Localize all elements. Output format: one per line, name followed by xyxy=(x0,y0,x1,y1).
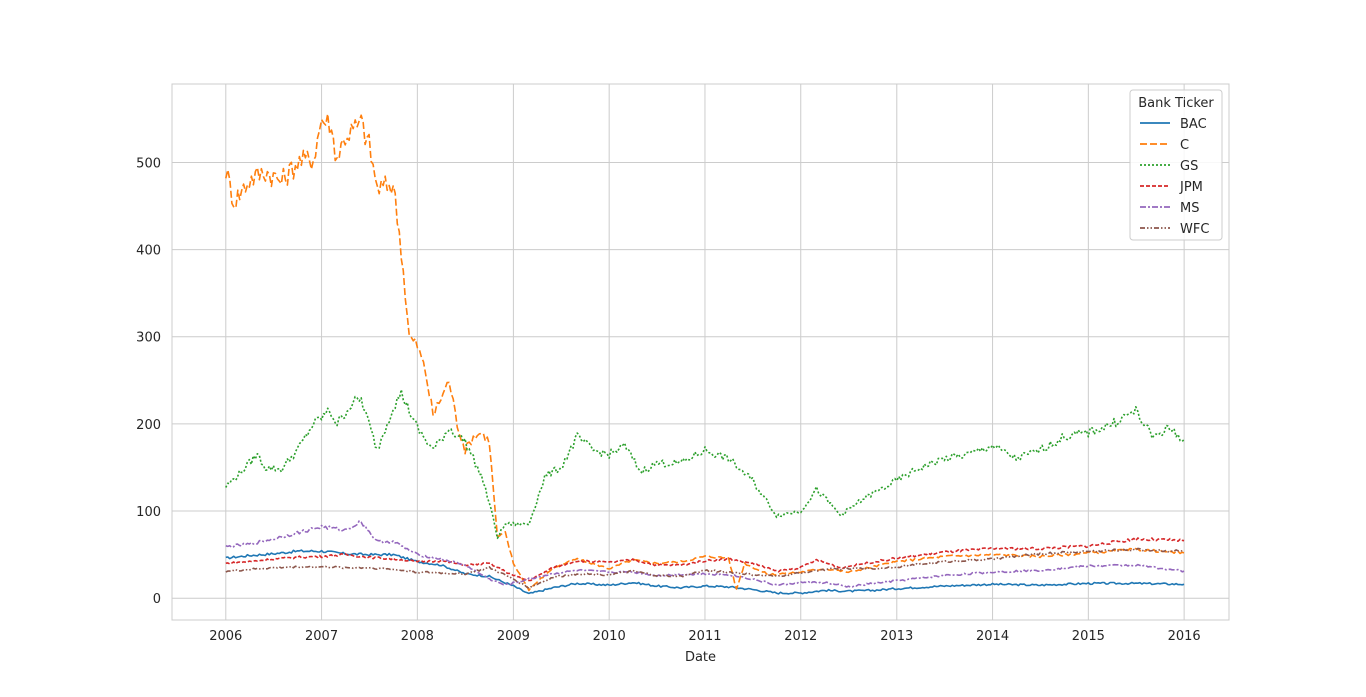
x-tick-label: 2016 xyxy=(1168,629,1201,644)
series-line-bac xyxy=(225,549,1185,595)
series-line-wfc xyxy=(225,547,1185,589)
y-tick-label: 0 xyxy=(153,592,161,607)
legend-label-c: C xyxy=(1180,138,1189,153)
y-tick-label: 500 xyxy=(136,156,161,171)
series-lines xyxy=(225,113,1185,595)
legend-label-gs: GS xyxy=(1180,159,1198,174)
plot-background xyxy=(171,83,1230,621)
x-tick-label: 2008 xyxy=(401,629,434,644)
y-axis-ticks: 0 100 200 300 400 500 xyxy=(136,156,161,607)
x-axis-ticks: 2006 2007 2008 2009 2010 2011 2012 2013 2014 2015… xyxy=(209,629,1200,644)
y-tick-label: 300 xyxy=(136,331,161,346)
legend: Bank Ticker BAC C GS JPM MS WFC xyxy=(1129,89,1223,241)
x-tick-label: 2010 xyxy=(593,629,626,644)
legend-label-jpm: JPM xyxy=(1179,180,1203,195)
series-line-gs xyxy=(225,388,1185,540)
legend-title: Bank Ticker xyxy=(1138,96,1214,111)
x-tick-label: 2006 xyxy=(209,629,242,644)
y-tick-label: 400 xyxy=(136,244,161,259)
y-tick-label: 200 xyxy=(136,418,161,433)
legend-box xyxy=(1129,89,1223,241)
x-tick-label: 2013 xyxy=(880,629,913,644)
x-tick-label: 2007 xyxy=(305,629,338,644)
legend-label-bac: BAC xyxy=(1180,117,1207,132)
legend-label-wfc: WFC xyxy=(1180,222,1209,237)
legend-label-ms: MS xyxy=(1180,201,1199,216)
x-tick-label: 2011 xyxy=(688,629,721,644)
series-line-jpm xyxy=(225,537,1185,582)
series-line-c xyxy=(225,113,1185,592)
series-line-ms xyxy=(225,520,1185,588)
plot-area xyxy=(171,83,1230,621)
x-tick-label: 2014 xyxy=(976,629,1009,644)
y-tick-label: 100 xyxy=(136,505,161,520)
x-axis-label: Date xyxy=(685,650,716,665)
x-tick-label: 2015 xyxy=(1072,629,1105,644)
x-tick-label: 2009 xyxy=(497,629,530,644)
x-tick-label: 2012 xyxy=(784,629,817,644)
